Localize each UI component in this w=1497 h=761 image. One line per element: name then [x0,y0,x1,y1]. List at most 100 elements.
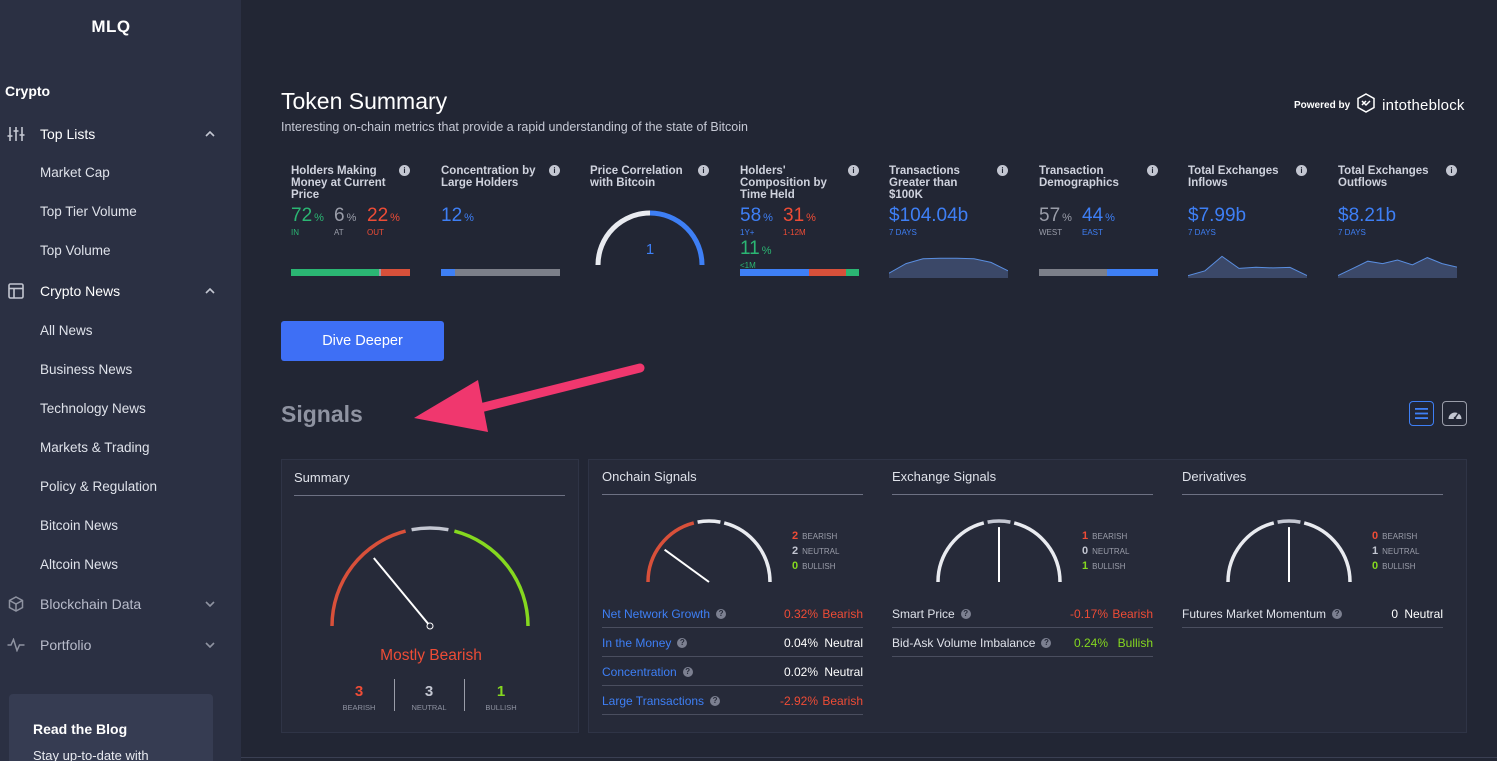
signal-label: Bullish [1117,635,1153,650]
chevron-down-icon[interactable] [204,598,216,610]
metric-bar-segment [1039,269,1107,276]
sparkline [889,257,1008,278]
count-label: BULLISH [485,703,517,712]
gauge-view-button[interactable] [1442,401,1467,426]
metric-value: 31% [783,205,816,227]
percent-sign: % [763,212,773,224]
summary-divider [464,679,465,711]
metric-bar [441,269,560,276]
help-icon[interactable]: ? [1332,608,1343,619]
gauge-hub [426,622,434,630]
count-row-neutral: 2 NEUTRAL [792,544,839,559]
sidebar-item-market-cap[interactable]: Market Cap [40,165,110,180]
sidebar-item-business-news[interactable]: Business News [40,362,133,377]
metric-number: 6 [334,205,345,226]
sidebar-item-all-news[interactable]: All News [40,323,93,338]
card-divider [294,495,565,496]
list-icon [1415,408,1428,419]
sidebar-group-portfolio[interactable]: Portfolio [0,630,241,660]
signal-label: Neutral [824,635,863,650]
info-icon[interactable]: i [848,165,859,176]
divider [241,757,1497,758]
help-icon[interactable]: ? [677,637,688,648]
annotation-arrow [414,363,645,432]
blog-card[interactable]: Read the Blog Stay up-to-date with [9,694,213,761]
chevron-up-icon[interactable] [204,285,216,297]
percent-sign: % [806,212,816,224]
help-icon[interactable]: ? [716,608,727,619]
signal-link[interactable]: Net Network Growth [602,606,711,621]
help-icon[interactable]: ? [682,666,693,677]
list-view-button[interactable] [1409,401,1434,426]
gauge-needle [373,557,431,627]
help-icon[interactable]: ? [1041,637,1052,648]
powered-by[interactable]: Powered by intotheblock [1294,93,1465,118]
pulse-icon [7,636,25,654]
sidebar-group-crypto-news[interactable]: Crypto News [0,276,241,306]
metric-bar-segment [809,269,846,276]
count-label: BEARISH [802,532,838,541]
signal-gauge [646,519,772,583]
dive-deeper-button[interactable]: Dive Deeper [281,321,444,361]
gauge-arc [1277,519,1301,524]
signals-title: Signals [281,401,363,427]
info-icon[interactable]: i [1296,165,1307,176]
logo[interactable]: MLQ [91,17,131,36]
metric-value-label: WEST [1039,228,1063,237]
signal-group-title: Onchain Signals [602,469,697,484]
count-row-neutral: 1 NEUTRAL [1372,544,1419,559]
sidebar-item-technology-news[interactable]: Technology News [40,401,146,416]
sidebar-item-altcoin-news[interactable]: Altcoin News [40,557,119,572]
info-icon[interactable]: i [549,165,560,176]
sidebar-item-markets-trading[interactable]: Markets & Trading [40,440,150,455]
count-label: BULLISH [1382,562,1416,571]
help-icon[interactable]: ? [960,608,971,619]
sidebar-item-policy-regulation[interactable]: Policy & Regulation [40,479,158,494]
sidebar-item-top-volume[interactable]: Top Volume [40,243,111,258]
metric-title: Total Exchanges Outflows [1338,165,1429,189]
summary-verdict: Mostly Bearish [380,647,482,664]
chevron-up-icon[interactable] [204,128,216,140]
metric-number: 58 [740,205,762,226]
help-icon[interactable]: ? [710,695,721,706]
sparkline-line [889,257,1008,274]
metric-value-label: OUT [367,228,384,237]
signal-label: Neutral [824,664,863,679]
signal-link[interactable]: In the Money [602,635,672,650]
signal-row: Net Network Growth? 0.32% Bearish [602,600,863,628]
count-label: NEUTRAL [411,703,447,712]
signal-link[interactable]: Concentration [602,664,677,679]
sidebar-item-top-tier-volume[interactable]: Top Tier Volume [40,204,137,219]
metric-amount: $8.21b [1338,205,1397,226]
signal-row: Smart Price? -0.17% Bearish [892,600,1153,628]
signal-group-title: Exchange Signals [892,469,997,484]
metric-number: 44 [1082,205,1104,226]
count-number: 0 [1372,530,1379,542]
sparkline-area [1188,256,1307,278]
sidebar-group-top-lists[interactable]: Top Lists [0,119,241,149]
signal-label: Neutral [1404,606,1443,621]
sidebar-group-blockchain-data[interactable]: Blockchain Data [0,589,241,619]
signal-gauge [1226,519,1352,583]
chevron-down-icon[interactable] [204,639,216,651]
sidebar-group-label: Crypto News [40,283,121,299]
sidebar-item-bitcoin-news[interactable]: Bitcoin News [40,518,119,533]
metric-value: 57% [1039,205,1072,227]
count-number: 3 [424,683,434,700]
count-number: 1 [496,683,506,700]
gauge-needle [664,548,710,583]
powered-by-label: Powered by [1294,100,1351,111]
info-icon[interactable]: i [997,165,1008,176]
metric-value: 12% [441,205,474,227]
info-icon[interactable]: i [399,165,410,176]
info-icon[interactable]: i [1147,165,1158,176]
gauge-arc [1226,521,1275,583]
info-icon[interactable]: i [1446,165,1457,176]
gauge-arc [411,526,449,532]
signal-link[interactable]: Large Transactions [602,693,705,708]
gauge-arc [697,519,721,524]
signal-value: 0 [1391,606,1398,621]
sparkline-area [889,258,1008,278]
info-icon[interactable]: i [698,165,709,176]
signal-name: Bid-Ask Volume Imbalance [892,635,1036,650]
